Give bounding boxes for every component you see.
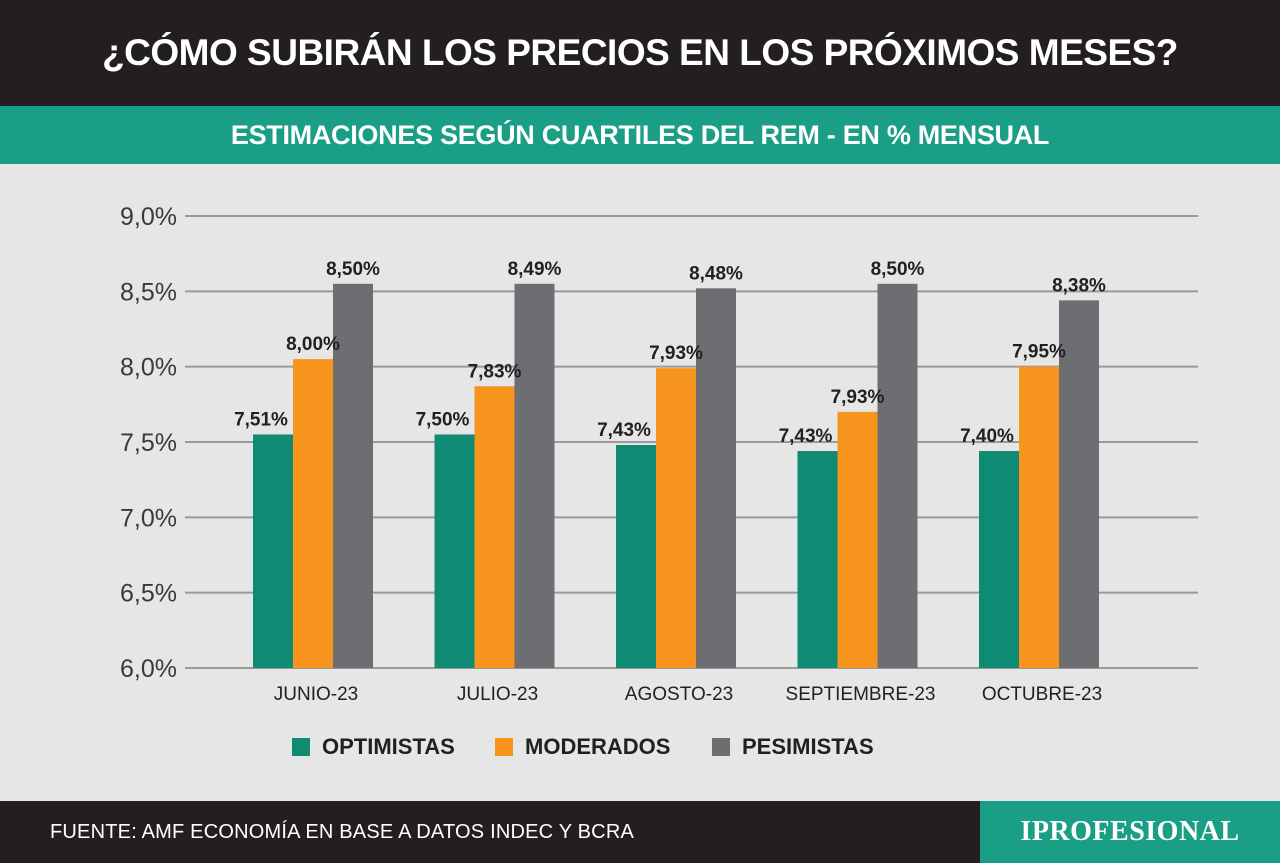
y-tick-label: 8,0%: [120, 354, 177, 382]
data-label: 8,50%: [871, 259, 925, 280]
x-tick-label: JUNIO-23: [274, 684, 358, 705]
data-label: 8,38%: [1052, 275, 1106, 296]
data-label: 8,50%: [326, 259, 380, 280]
y-tick-label: 6,0%: [120, 655, 177, 683]
bar-pesimistas: [333, 283, 373, 668]
bar-optimistas: [797, 451, 838, 668]
data-label: 7,43%: [779, 426, 833, 447]
bar-pesimistas: [1059, 300, 1099, 668]
data-label: 7,43%: [597, 420, 651, 441]
data-labels: 7,51% 8,00% 8,50% 7,50% 7,83% 8,49% 7,43% 7,93%…: [234, 259, 1106, 447]
data-label: 8,49%: [508, 259, 562, 280]
bar-moderados: [656, 368, 696, 668]
chart-title: ¿CÓMO SUBIRÁN LOS PRECIOS EN LOS PRÓXIMO…: [0, 0, 1280, 106]
legend-swatch-pesimistas: [712, 738, 730, 756]
bar-pesimistas: [514, 283, 555, 668]
data-label: 7,51%: [234, 409, 288, 430]
y-tick-label: 6,5%: [120, 580, 177, 608]
legend-label-optimistas: OPTIMISTAS: [322, 734, 455, 759]
bar-optimistas: [253, 434, 293, 668]
y-axis-ticks: 6,0% 6,5% 7,0% 7,5% 8,0% 8,5% 9,0%: [120, 203, 177, 683]
chart-subtitle: ESTIMACIONES SEGÚN CUARTILES DEL REM - E…: [0, 106, 1280, 164]
brand-logo: IPROFESIONAL: [980, 801, 1280, 863]
bar-optimistas: [979, 451, 1019, 668]
bar-chart: 6,0% 6,5% 7,0% 7,5% 8,0% 8,5% 9,0% 7,51% 8,00% 8…: [120, 203, 1198, 705]
footer: FUENTE: AMF ECONOMÍA EN BASE A DATOS IND…: [0, 801, 1280, 863]
legend-item-pesimistas: PESIMISTAS: [712, 734, 874, 760]
legend-label-moderados: MODERADOS: [525, 734, 671, 759]
legend-label-pesimistas: PESIMISTAS: [742, 734, 874, 759]
data-label: 8,48%: [689, 263, 743, 284]
bar-optimistas: [434, 434, 475, 668]
bar-moderados: [837, 411, 878, 668]
y-tick-label: 8,5%: [120, 278, 177, 306]
data-label: 7,93%: [649, 343, 703, 364]
data-label: 8,00%: [286, 334, 340, 355]
bar-pesimistas: [877, 283, 918, 668]
bar-optimistas: [616, 445, 656, 668]
legend: OPTIMISTAS MODERADOS PESIMISTAS: [0, 734, 1280, 774]
bar-moderados: [293, 359, 333, 668]
x-tick-label: OCTUBRE-23: [982, 684, 1102, 705]
bars: [253, 283, 1099, 668]
data-label: 7,95%: [1012, 342, 1066, 363]
data-label: 7,40%: [960, 426, 1014, 447]
bar-moderados: [1019, 366, 1059, 668]
x-axis-ticks: JUNIO-23 JULIO-23 AGOSTO-23 SEPTIEMBRE-23 OC…: [274, 684, 1102, 705]
bar-pesimistas: [696, 288, 736, 668]
legend-swatch-optimistas: [292, 738, 310, 756]
legend-item-optimistas: OPTIMISTAS: [292, 734, 455, 760]
legend-swatch-moderados: [495, 738, 513, 756]
y-tick-label: 7,0%: [120, 504, 177, 532]
legend-item-moderados: MODERADOS: [495, 734, 670, 760]
data-label: 7,50%: [416, 409, 470, 430]
bar-moderados: [474, 386, 515, 668]
y-tick-label: 7,5%: [120, 429, 177, 457]
x-tick-label: JULIO-23: [457, 684, 538, 705]
y-tick-label: 9,0%: [120, 203, 177, 231]
x-tick-label: SEPTIEMBRE-23: [786, 684, 936, 705]
x-tick-label: AGOSTO-23: [625, 684, 733, 705]
data-label: 7,83%: [468, 361, 522, 382]
source-note: FUENTE: AMF ECONOMÍA EN BASE A DATOS IND…: [50, 820, 635, 843]
data-label: 7,93%: [831, 387, 885, 408]
